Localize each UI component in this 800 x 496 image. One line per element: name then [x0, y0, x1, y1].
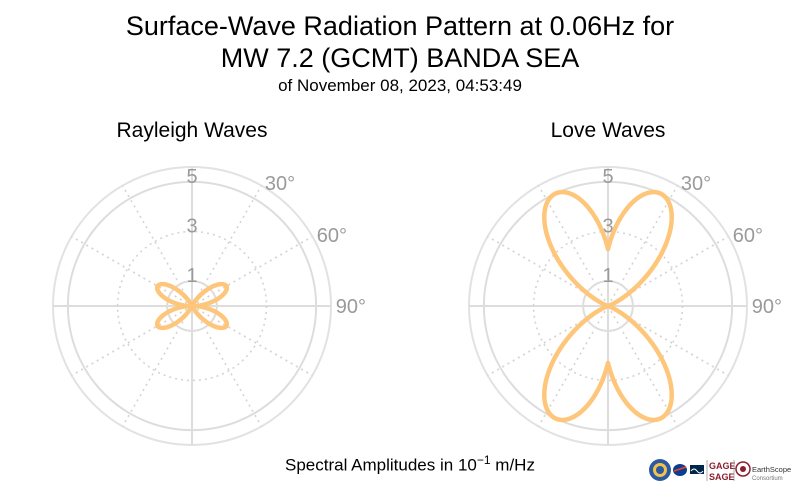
polar-ring	[582, 280, 634, 332]
angle-tick-label: 90°	[752, 296, 782, 318]
polar-spoke	[607, 185, 679, 307]
polar-spoke	[191, 305, 263, 427]
x-axis-label-base: 10	[457, 455, 477, 475]
polar-ring	[532, 230, 684, 382]
x-axis-label-unit: m/Hz	[495, 455, 535, 475]
nasa-logo-icon	[673, 464, 687, 476]
x-axis-label-prefix: Spectral Amplitudes in	[285, 455, 454, 475]
angle-tick-label: 60°	[317, 225, 347, 247]
x-axis-label: Spectral Amplitudes in 10−1 m/Hz	[0, 453, 800, 476]
radiation-pattern-curve	[154, 281, 230, 331]
angle-tick-label: 30°	[265, 173, 295, 195]
sage-logo-text: SAGE	[709, 472, 735, 482]
usgs-logo-icon	[690, 465, 704, 474]
nsf-logo-icon	[649, 459, 671, 481]
radius-tick-label: 1	[186, 265, 197, 287]
radius-tick-label: 3	[602, 216, 613, 238]
polar-ring	[166, 280, 218, 332]
polar-spoke	[607, 305, 679, 427]
chart-subtitle: of November 08, 2023, 04:53:49	[278, 76, 522, 95]
polar-ring	[482, 180, 734, 432]
angle-tick-label: 90°	[336, 296, 366, 318]
polar-spoke	[71, 235, 193, 307]
rayleigh-polar-plot: 1 3 5 30° 60° 90°	[52, 166, 366, 446]
x-axis-label-exponent: −1	[476, 453, 491, 467]
polar-spoke	[607, 235, 729, 307]
angle-tick-label: 60°	[733, 225, 763, 247]
polar-spoke	[537, 305, 609, 427]
angle-tick-label: 30°	[681, 173, 711, 195]
polar-spoke	[487, 305, 609, 377]
chart-title-line1: Surface-Wave Radiation Pattern at 0.06Hz…	[125, 11, 675, 41]
radius-tick-label: 5	[186, 166, 197, 188]
love-panel-title: Love Waves	[550, 119, 666, 142]
earthscope-logo-text: EarthScope	[752, 465, 791, 474]
polar-ring	[66, 180, 318, 432]
radius-tick-label: 5	[602, 166, 613, 188]
polar-spoke	[191, 235, 313, 307]
sponsor-logos: GAGE SAGE EarthScope Consortium	[649, 459, 791, 482]
love-polar-plot: 1 3 5 30° 60° 90°	[468, 166, 782, 446]
polar-spoke	[121, 185, 193, 307]
radius-tick-label: 1	[602, 265, 613, 287]
gage-logo-text: GAGE	[709, 461, 736, 471]
rayleigh-panel-title: Rayleigh Waves	[116, 119, 268, 142]
polar-spoke	[537, 185, 609, 307]
polar-spoke	[71, 305, 193, 377]
polar-spoke	[121, 305, 193, 427]
polar-ring	[116, 230, 268, 382]
polar-spoke	[487, 235, 609, 307]
consortium-logo-text: Consortium	[752, 476, 783, 482]
polar-spoke	[607, 305, 729, 377]
radiation-pattern-curve	[542, 189, 674, 423]
polar-spoke	[191, 185, 263, 307]
polar-spoke	[191, 305, 313, 377]
earthscope-logo-icon	[735, 461, 751, 477]
chart-title-line2: MW 7.2 (GCMT) BANDA SEA	[220, 43, 580, 73]
radius-tick-label: 3	[186, 216, 197, 238]
